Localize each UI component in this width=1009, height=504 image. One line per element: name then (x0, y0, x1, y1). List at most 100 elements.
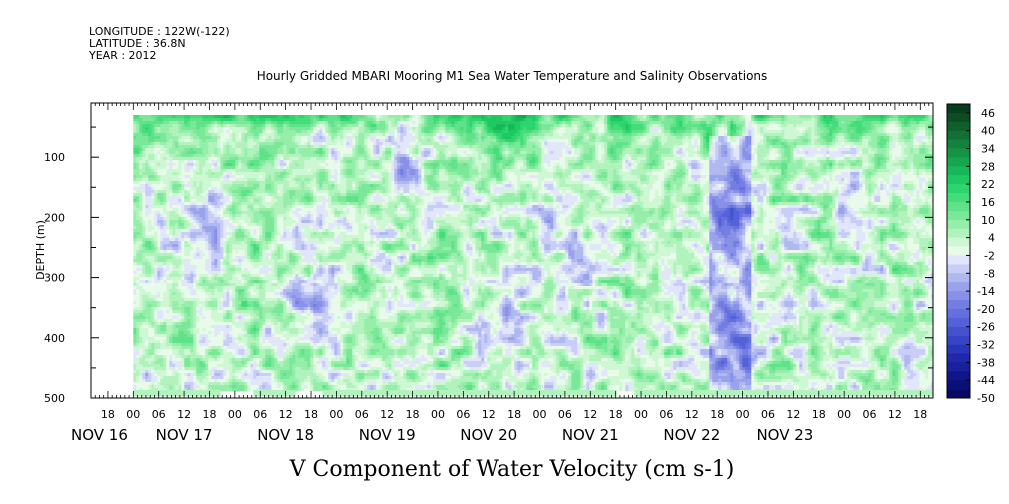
heatmap-cell (229, 244, 232, 247)
heatmap-cell (139, 211, 142, 214)
heatmap-cell (178, 286, 181, 289)
heatmap-cell (286, 121, 289, 124)
heatmap-cell (133, 361, 136, 364)
heatmap-cell (277, 376, 280, 379)
heatmap-cell (199, 331, 202, 334)
heatmap-cell (238, 313, 241, 316)
heatmap-cell (292, 154, 295, 157)
heatmap-cell (241, 181, 244, 184)
heatmap-cell (256, 181, 259, 184)
heatmap-cell (172, 250, 175, 253)
heatmap-cell (139, 190, 142, 193)
heatmap-cell (253, 184, 256, 187)
heatmap-cell (247, 250, 250, 253)
heatmap-cell (268, 364, 271, 367)
heatmap-cell (175, 313, 178, 316)
heatmap-cell (166, 175, 169, 178)
heatmap-cell (157, 205, 160, 208)
heatmap-cell (163, 343, 166, 346)
heatmap-cell (235, 166, 238, 169)
heatmap-cell (157, 319, 160, 322)
heatmap-cell (223, 154, 226, 157)
heatmap-cell (181, 193, 184, 196)
heatmap-cell (181, 364, 184, 367)
heatmap-cell (211, 373, 214, 376)
heatmap-cell (175, 328, 178, 331)
heatmap-cell (283, 193, 286, 196)
heatmap-cell (145, 115, 148, 118)
heatmap-cell (175, 310, 178, 313)
heatmap-cell (274, 118, 277, 121)
heatmap-cell (178, 319, 181, 322)
heatmap-cell (229, 379, 232, 382)
heatmap-cell (256, 190, 259, 193)
heatmap-cell (154, 199, 157, 202)
heatmap-cell (139, 334, 142, 337)
heatmap-cell (250, 118, 253, 121)
heatmap-cell (229, 133, 232, 136)
heatmap-cell (274, 343, 277, 346)
heatmap-cell (202, 358, 205, 361)
heatmap-cell (136, 202, 139, 205)
heatmap-cell (133, 229, 136, 232)
heatmap-cell (280, 390, 283, 393)
heatmap-cell (223, 340, 226, 343)
heatmap-cell (187, 373, 190, 376)
heatmap-cell (292, 163, 295, 166)
heatmap-cell (151, 136, 154, 139)
heatmap-cell (178, 331, 181, 334)
heatmap-cell (181, 316, 184, 319)
heatmap-cell (196, 259, 199, 262)
heatmap-cell (151, 367, 154, 370)
heatmap-cell (244, 136, 247, 139)
heatmap-cell (238, 238, 241, 241)
heatmap-cell (223, 202, 226, 205)
heatmap-cell (205, 184, 208, 187)
heatmap-cell (226, 121, 229, 124)
heatmap-cell (145, 352, 148, 355)
heatmap-cell (229, 349, 232, 352)
heatmap-cell (211, 349, 214, 352)
heatmap-cell (190, 340, 193, 343)
heatmap-cell (268, 178, 271, 181)
heatmap-cell (265, 295, 268, 298)
heatmap-cell (223, 277, 226, 280)
heatmap-cell (193, 271, 196, 274)
heatmap-cell (142, 382, 145, 385)
heatmap-cell (250, 196, 253, 199)
heatmap-cell (154, 277, 157, 280)
heatmap-cell (145, 322, 148, 325)
heatmap-cell (142, 214, 145, 217)
heatmap-cell (208, 373, 211, 376)
heatmap-cell (220, 160, 223, 163)
heatmap-cell (268, 187, 271, 190)
heatmap-cell (163, 175, 166, 178)
heatmap-cell (226, 358, 229, 361)
heatmap-cell (259, 367, 262, 370)
heatmap-cell (145, 376, 148, 379)
heatmap-cell (217, 184, 220, 187)
heatmap-cell (139, 298, 142, 301)
heatmap-cell (256, 199, 259, 202)
heatmap-cell (196, 211, 199, 214)
heatmap-cell (154, 124, 157, 127)
heatmap-cell (163, 151, 166, 154)
heatmap-cell (265, 178, 268, 181)
heatmap-cell (289, 229, 292, 232)
heatmap-cell (178, 328, 181, 331)
heatmap-cell (292, 136, 295, 139)
heatmap-cell (253, 370, 256, 373)
heatmap-cell (259, 202, 262, 205)
heatmap-cell (181, 145, 184, 148)
heatmap-cell (202, 286, 205, 289)
heatmap-cell (163, 331, 166, 334)
heatmap-cell (220, 193, 223, 196)
heatmap-cell (133, 370, 136, 373)
heatmap-cell (289, 280, 292, 283)
heatmap-cell (172, 334, 175, 337)
heatmap-cell (286, 226, 289, 229)
heatmap-cell (241, 289, 244, 292)
heatmap-cell (154, 214, 157, 217)
heatmap-cell (253, 256, 256, 259)
heatmap-cell (136, 325, 139, 328)
